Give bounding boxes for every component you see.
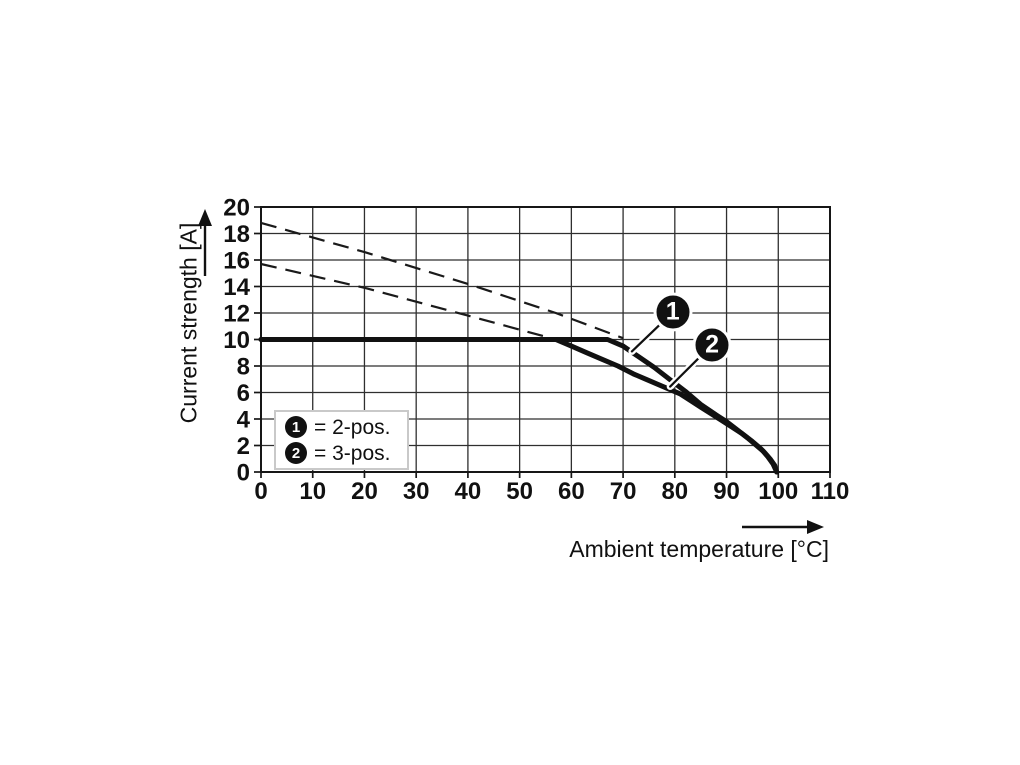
x-tick-label: 90	[713, 478, 740, 505]
x-tick-label: 10	[299, 478, 326, 505]
y-axis-arrowhead-icon	[198, 209, 212, 226]
y-tick-label: 12	[223, 301, 250, 328]
series-dashed-line	[260, 221, 624, 340]
callout-badge-1: 1	[653, 292, 693, 332]
y-tick-label: 4	[237, 407, 251, 434]
x-tick-label: 80	[661, 478, 688, 505]
y-tick-label: 14	[223, 274, 250, 301]
y-axis-title: Current strength [A]	[175, 222, 202, 424]
x-tick-label: 110	[811, 478, 850, 505]
y-tick-label: 6	[237, 380, 250, 407]
y-tick-label: 2	[237, 433, 250, 460]
x-tick-label: 40	[455, 478, 482, 505]
legend-marker-2-icon: 2	[285, 442, 307, 464]
x-tick-label: 100	[758, 478, 798, 505]
y-tick-label: 10	[223, 327, 250, 354]
y-tick-label: 0	[237, 460, 250, 487]
y-tick-label: 8	[237, 354, 250, 381]
legend-item-2pos: 1 = 2-pos.	[285, 416, 407, 438]
x-axis-title: Ambient temperature [°C]	[569, 536, 829, 562]
x-tick-label: 60	[558, 478, 585, 505]
legend-marker-1-icon: 1	[285, 416, 307, 438]
legend-box: 1 = 2-pos. 2 = 3-pos.	[274, 410, 409, 470]
x-tick-label: 50	[506, 478, 533, 505]
x-tick-label: 70	[610, 478, 637, 505]
x-tick-label: 30	[403, 478, 430, 505]
x-axis-arrowhead-icon	[807, 520, 824, 534]
series-solid-line	[258, 337, 780, 475]
legend-label-3pos: = 3-pos.	[314, 441, 391, 465]
x-tick-label: 0	[254, 478, 267, 505]
x-tick-label: 20	[351, 478, 378, 505]
legend-item-3pos: 2 = 3-pos.	[285, 442, 407, 464]
y-tick-label: 18	[223, 221, 250, 248]
y-tick-label: 16	[223, 248, 250, 275]
y-tick-label: 20	[223, 195, 250, 222]
legend-label-2pos: = 2-pos.	[314, 415, 391, 439]
series-dashed-line	[260, 262, 557, 341]
callout-badge-2: 2	[692, 325, 732, 365]
